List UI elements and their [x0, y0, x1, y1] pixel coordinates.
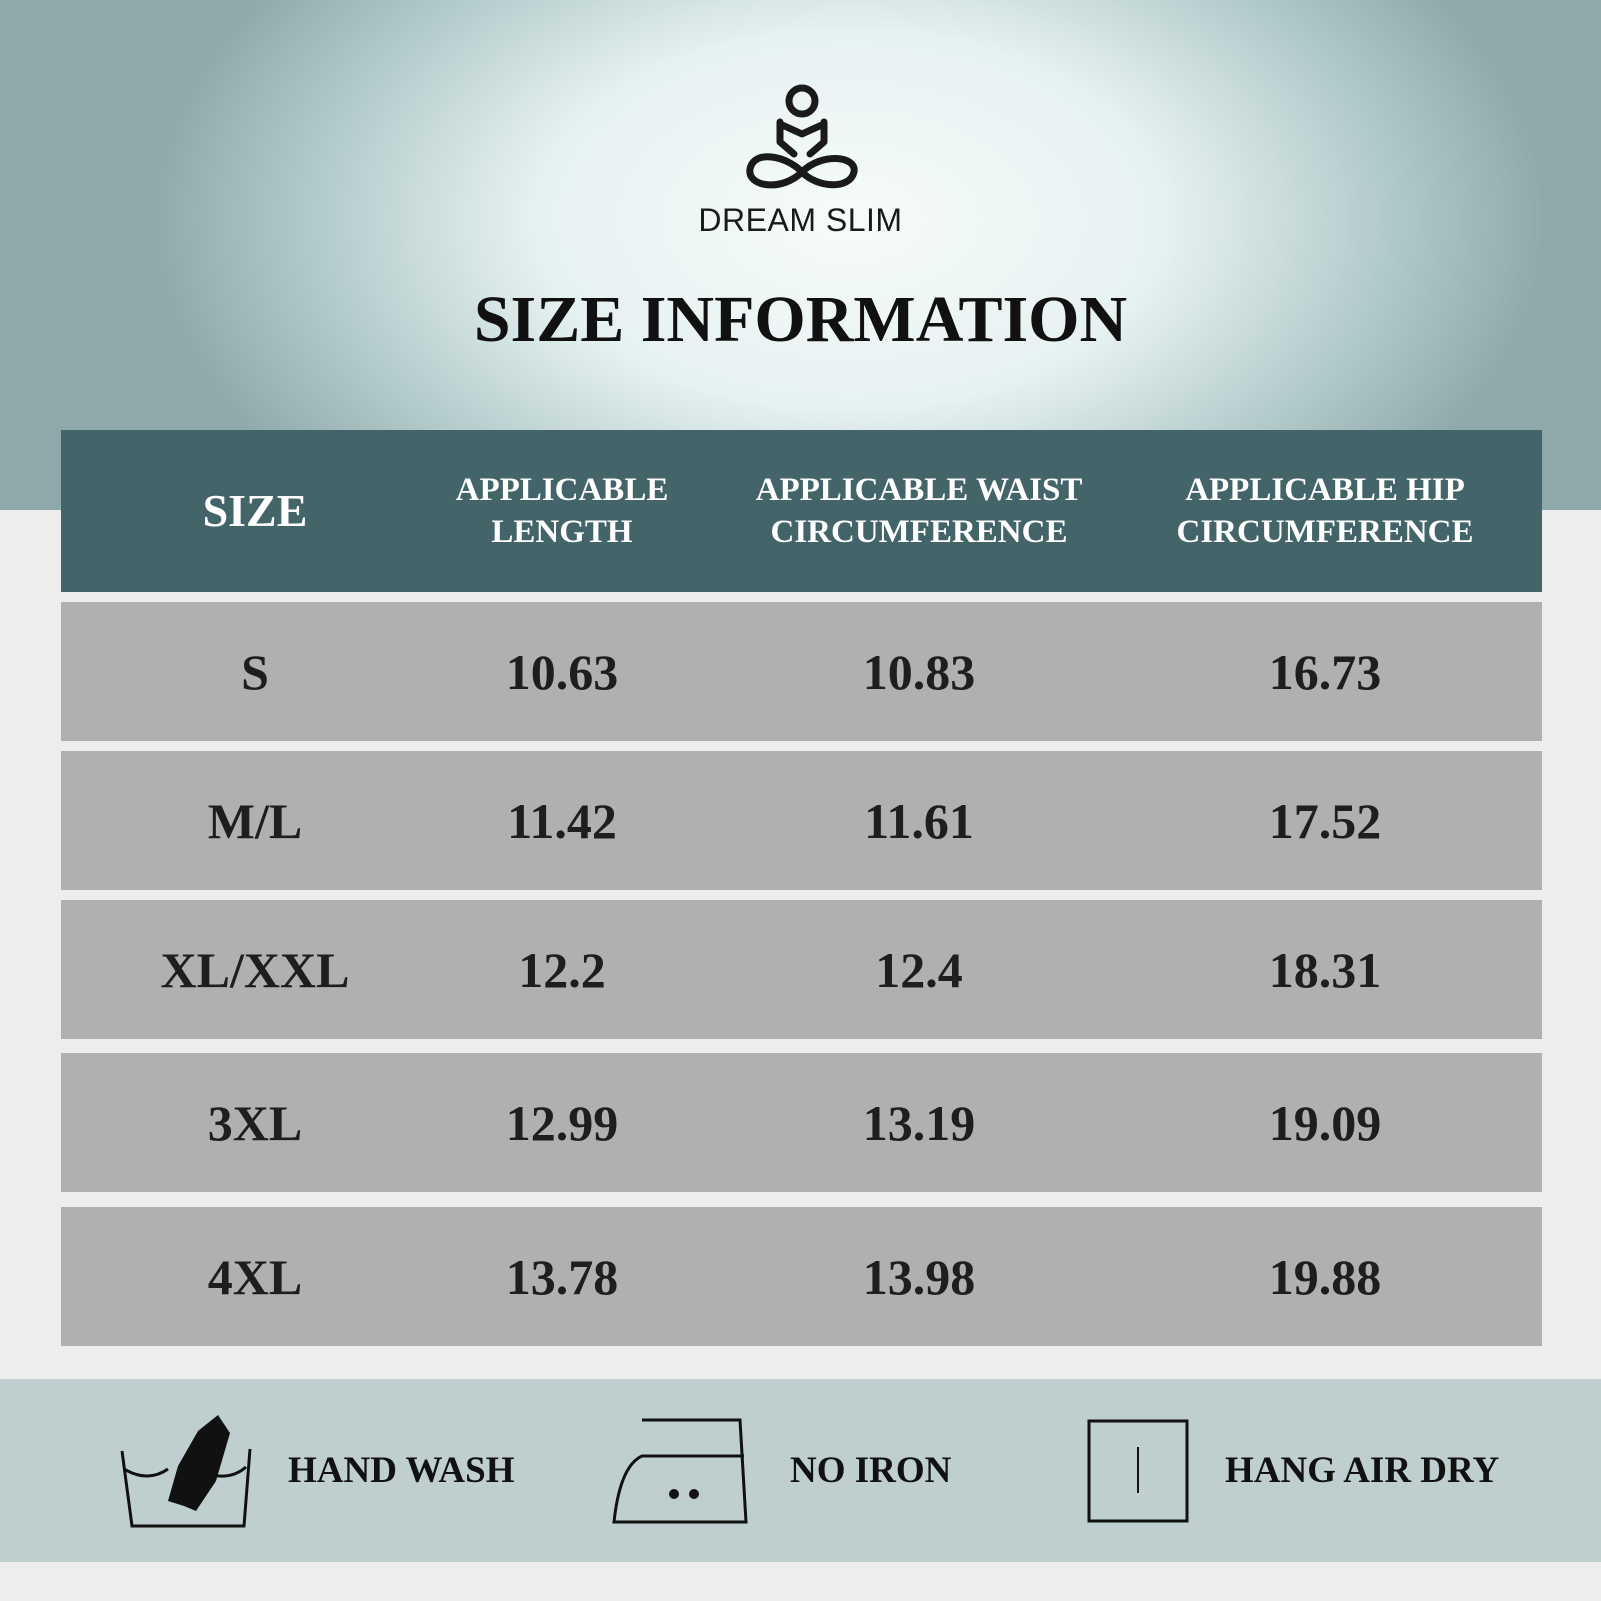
size-cell: S — [241, 643, 269, 700]
care-label: HAND WASH — [288, 1450, 515, 1491]
table-row: M/L 11.42 11.61 17.52 — [61, 751, 1542, 890]
header-waist: APPLICABLE WAIST CIRCUMFERENCE — [755, 472, 1083, 550]
care-no-iron: NO IRON — [612, 1379, 951, 1562]
measurement-cell: 10.63 — [505, 643, 619, 700]
measurement-cell: 11.42 — [507, 792, 617, 849]
measurement-cell: 17.52 — [1268, 792, 1382, 849]
hang-dry-icon — [1087, 1419, 1189, 1522]
size-cell: XL/XXL — [160, 941, 350, 998]
table-row: 3XL 12.99 13.19 19.09 — [61, 1053, 1542, 1192]
measurement-cell: 10.83 — [862, 643, 976, 700]
measurement-cell: 13.19 — [862, 1094, 976, 1151]
measurement-cell: 12.99 — [505, 1094, 619, 1151]
measurement-cell: 19.09 — [1268, 1094, 1382, 1151]
table-row: S 10.63 10.83 16.73 — [61, 602, 1542, 741]
measurement-cell: 11.61 — [864, 792, 974, 849]
size-cell: M/L — [207, 792, 303, 849]
no-iron-icon — [612, 1418, 748, 1523]
header-length: APPLICABLE LENGTH — [455, 472, 669, 550]
care-hand-wash: HAND WASH — [118, 1379, 515, 1562]
measurement-cell: 12.2 — [518, 941, 606, 998]
care-hang-dry: HANG AIR DRY — [1087, 1379, 1499, 1562]
measurement-cell: 13.78 — [505, 1248, 619, 1305]
table-header: SIZE APPLICABLE LENGTH APPLICABLE WAIST … — [61, 430, 1542, 592]
measurement-cell: 16.73 — [1268, 643, 1382, 700]
measurement-cell: 19.88 — [1268, 1248, 1382, 1305]
header-hip: APPLICABLE HIP CIRCUMFERENCE — [1176, 472, 1474, 550]
care-label: NO IRON — [790, 1450, 952, 1491]
table-row: XL/XXL 12.2 12.4 18.31 — [61, 900, 1542, 1039]
size-cell: 3XL — [207, 1094, 303, 1151]
care-label: HANG AIR DRY — [1225, 1450, 1500, 1491]
size-cell: 4XL — [207, 1248, 303, 1305]
header-size: SIZE — [202, 485, 308, 536]
page-title: SIZE INFORMATION — [473, 283, 1128, 356]
measurement-cell: 13.98 — [862, 1248, 976, 1305]
measurement-cell: 18.31 — [1268, 941, 1382, 998]
table-row: 4XL 13.78 13.98 19.88 — [61, 1207, 1542, 1346]
hand-wash-icon — [120, 1414, 252, 1527]
meditation-figure-logo — [746, 84, 858, 189]
measurement-cell: 12.4 — [875, 941, 963, 998]
care-instructions: HAND WASH NO IRON HANG AIR DRY — [0, 1379, 1601, 1562]
brand-name: DREAM SLIM — [698, 202, 903, 238]
